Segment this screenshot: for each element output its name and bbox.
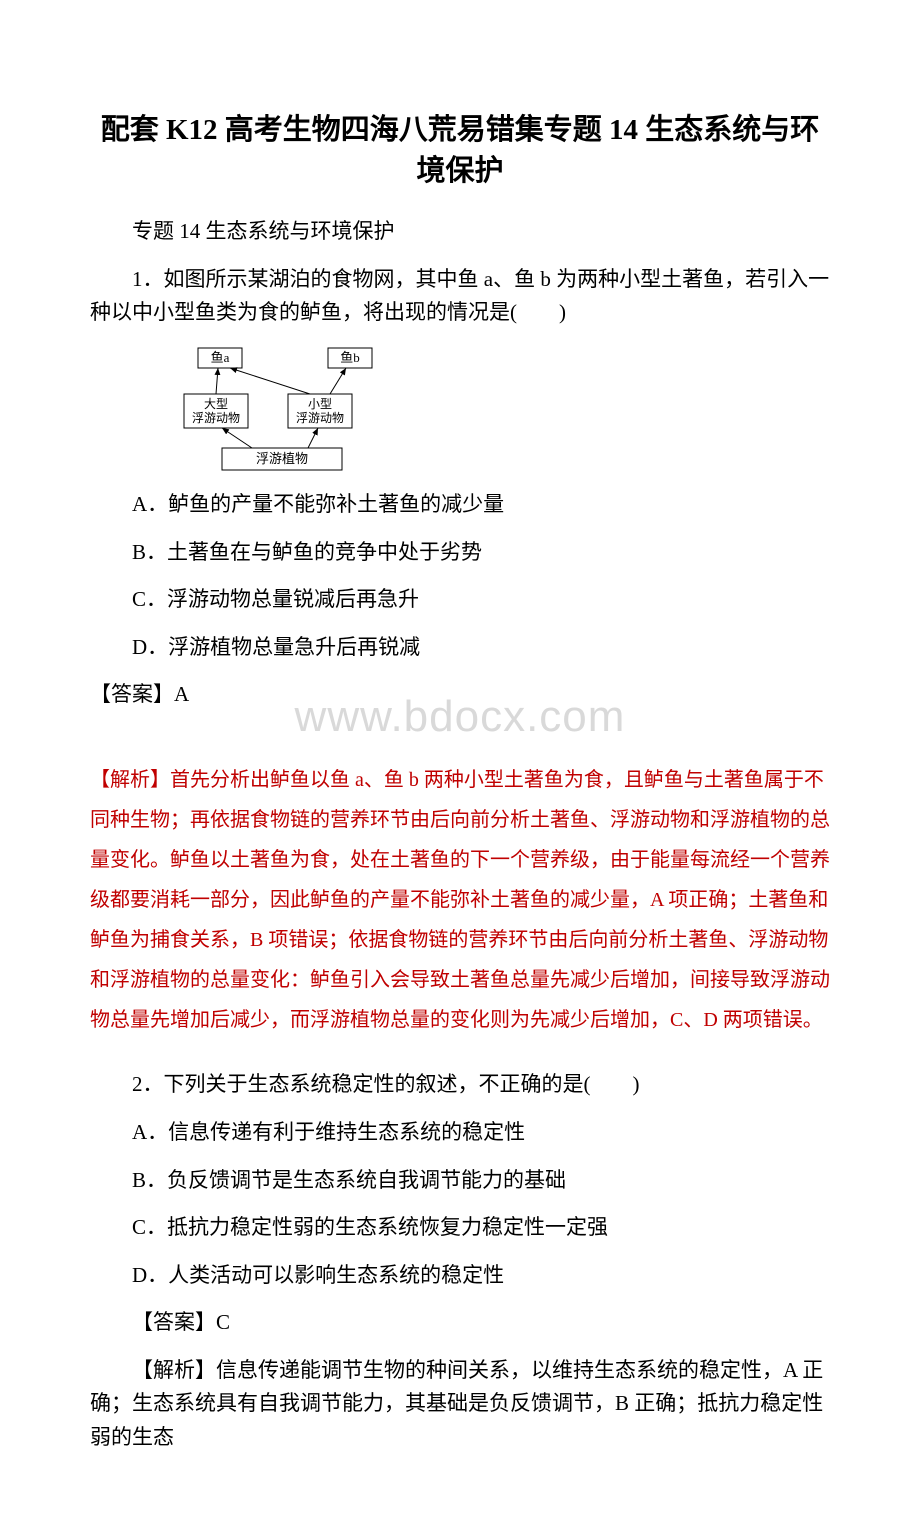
- q2-stem: 2．下列关于生态系统稳定性的叙述，不正确的是( ): [90, 1068, 830, 1102]
- node-small-plankton-l1: 小型: [308, 397, 332, 411]
- node-small-plankton-l2: 浮游动物: [296, 411, 344, 425]
- document-page: 配套 K12 高考生物四海八荒易错集专题 14 生态系统与环境保护 专题 14 …: [0, 0, 920, 1529]
- node-fish-a: 鱼a: [211, 350, 230, 365]
- node-big-plankton-l2: 浮游动物: [192, 411, 240, 425]
- diagram-svg: 鱼a 鱼b 大型 浮游动物 小型 浮游动物 浮游植物: [180, 344, 390, 474]
- q2-option-b: B．负反馈调节是生态系统自我调节能力的基础: [90, 1164, 830, 1198]
- q1-explanation: 【解析】首先分析出鲈鱼以鱼 a、鱼 b 两种小型土著鱼为食，且鲈鱼与土著鱼属于不…: [90, 760, 830, 1040]
- q2-option-c: C．抵抗力稳定性弱的生态系统恢复力稳定性一定强: [90, 1211, 830, 1245]
- subtitle: 专题 14 生态系统与环境保护: [90, 215, 830, 249]
- q2-answer: 【答案】C: [90, 1306, 830, 1340]
- q2-explanation: 【解析】信息传递能调节生物的种间关系，以维持生态系统的稳定性，A 正确；生态系统…: [90, 1354, 830, 1455]
- watermark-text: www.bdocx.com: [90, 682, 830, 752]
- q1-option-c: C．浮游动物总量锐减后再急升: [90, 583, 830, 617]
- food-web-diagram: 鱼a 鱼b 大型 浮游动物 小型 浮游动物 浮游植物: [180, 344, 380, 474]
- q1-option-a: A．鲈鱼的产量不能弥补土著鱼的减少量: [90, 488, 830, 522]
- node-big-plankton-l1: 大型: [204, 397, 228, 411]
- node-fish-b: 鱼b: [340, 350, 360, 365]
- q1-option-b: B．土著鱼在与鲈鱼的竞争中处于劣势: [90, 536, 830, 570]
- q1-stem: 1．如图所示某湖泊的食物网，其中鱼 a、鱼 b 为两种小型土著鱼，若引入一种以中…: [90, 263, 830, 330]
- page-title: 配套 K12 高考生物四海八荒易错集专题 14 生态系统与环境保护: [90, 110, 830, 191]
- q1-option-d: D．浮游植物总量急升后再锐减: [90, 631, 830, 665]
- q2-option-a: A．信息传递有利于维持生态系统的稳定性: [90, 1116, 830, 1150]
- node-phytoplankton: 浮游植物: [256, 451, 308, 466]
- q2-option-d: D．人类活动可以影响生态系统的稳定性: [90, 1259, 830, 1293]
